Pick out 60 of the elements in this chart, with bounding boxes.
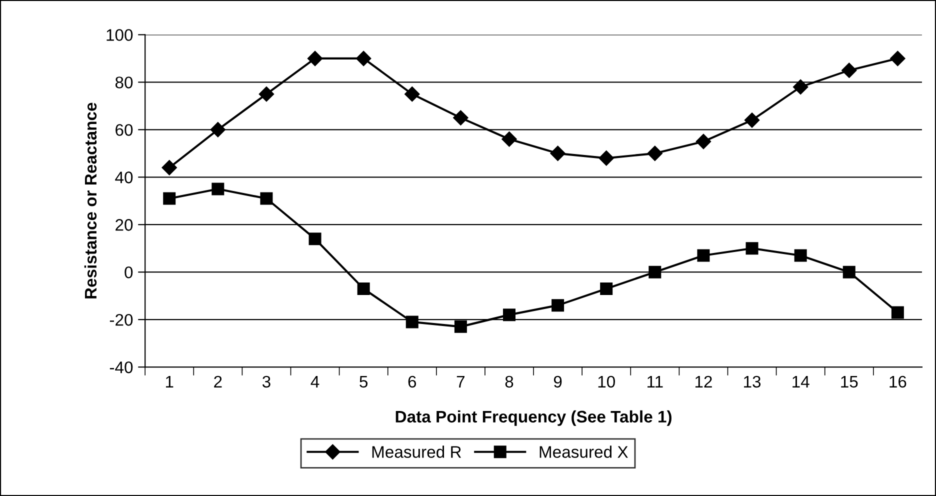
point xyxy=(453,110,468,126)
x-tick-label: 12 xyxy=(695,376,712,388)
point xyxy=(842,266,856,278)
y-tick-label: 60 xyxy=(116,124,133,136)
point xyxy=(697,249,710,262)
x-tick-label: 11 xyxy=(648,376,663,388)
x-tick-label: 2 xyxy=(214,376,222,388)
point xyxy=(502,308,516,322)
point xyxy=(794,249,807,262)
point xyxy=(356,50,372,66)
y-tick-label: 40 xyxy=(115,172,133,184)
point xyxy=(648,266,662,278)
x-tick-label: 1 xyxy=(166,376,174,388)
point xyxy=(260,192,273,205)
point xyxy=(600,282,613,295)
y-tick-label: 100 xyxy=(106,29,133,41)
point xyxy=(308,232,322,246)
x-tick-label: 13 xyxy=(744,376,761,388)
x-tick-label: 14 xyxy=(792,376,810,388)
point xyxy=(842,62,857,78)
x-tick-label: 7 xyxy=(456,376,464,388)
point xyxy=(307,50,323,66)
x-tick-label: 8 xyxy=(505,376,514,388)
y-tick-label: 80 xyxy=(115,76,133,88)
x-tick-label: 6 xyxy=(408,376,416,388)
point xyxy=(404,86,420,102)
point xyxy=(696,134,712,150)
x-tick-label: 15 xyxy=(841,376,858,388)
point xyxy=(162,160,177,176)
point xyxy=(258,86,274,102)
x-tick-label: 5 xyxy=(360,376,368,388)
x-tick-label: 4 xyxy=(310,376,320,388)
y-tick-label: -40 xyxy=(110,361,133,374)
point xyxy=(552,299,564,312)
point xyxy=(357,282,370,295)
y-tick-label: 20 xyxy=(116,219,133,231)
point xyxy=(744,112,760,128)
x-axis-title: Data Point Frequency (See Table 1) xyxy=(396,410,672,426)
point xyxy=(793,79,808,95)
x-tick-label: 3 xyxy=(262,376,270,388)
x-tick-label: 16 xyxy=(890,376,906,388)
point xyxy=(746,242,758,255)
point xyxy=(163,192,176,205)
point xyxy=(891,306,904,319)
x-tick-label: 10 xyxy=(598,376,615,388)
y-tick-label: 0 xyxy=(124,266,133,278)
point xyxy=(210,122,226,138)
legend-label: Measured X xyxy=(540,446,628,458)
point xyxy=(454,320,467,333)
point xyxy=(406,316,418,328)
legend-label: Measured R xyxy=(372,446,462,458)
point xyxy=(647,146,662,161)
point xyxy=(502,132,517,147)
x-tick-label: 9 xyxy=(554,376,562,388)
y-tick-label: -20 xyxy=(110,314,133,326)
y-axis-title: Resistance or Reactance xyxy=(84,102,97,298)
point xyxy=(212,182,224,196)
point xyxy=(598,150,614,166)
point xyxy=(550,146,566,161)
point xyxy=(890,50,906,66)
